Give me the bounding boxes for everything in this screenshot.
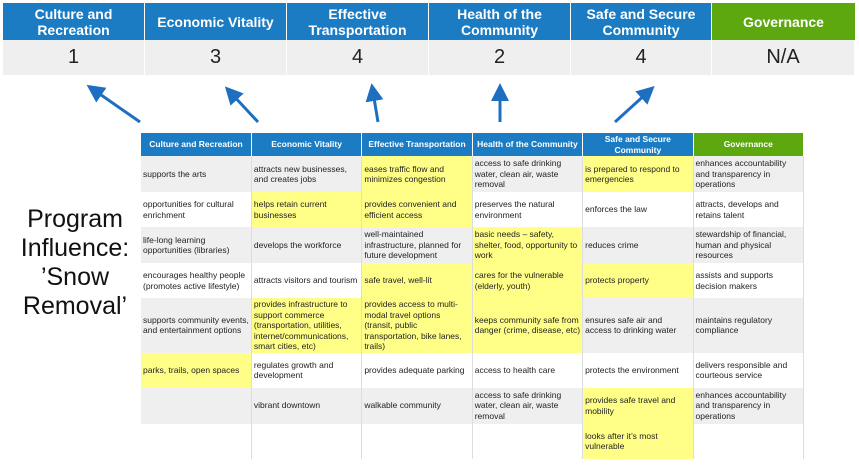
category-score: 2 bbox=[429, 40, 571, 75]
column-header: Culture and Recreation bbox=[141, 133, 252, 156]
outcomes-table: Culture and Recreation Economic Vitality E… bbox=[141, 133, 805, 459]
table-cell: reduces crime bbox=[582, 227, 694, 263]
table-cell: attracts new businesses, and creates job… bbox=[251, 156, 363, 192]
table-cell: access to health care bbox=[472, 352, 584, 388]
arrow-icon bbox=[613, 85, 655, 124]
table-cell: enforces the law bbox=[582, 192, 694, 227]
table-cell: looks after it’s most vulnerable bbox=[582, 423, 694, 459]
arrow-icon bbox=[86, 84, 141, 124]
table-cell: vibrant downtown bbox=[251, 387, 363, 424]
table-cell: supports the arts bbox=[141, 156, 252, 192]
table-cell: parks, trails, open spaces bbox=[141, 352, 252, 388]
column-header: Governance bbox=[693, 133, 805, 156]
category-header: Economic Vitality bbox=[145, 3, 287, 40]
table-cell bbox=[361, 423, 473, 459]
table-row: supports the arts attracts new businesses… bbox=[141, 156, 805, 192]
program-influence-label: Program Influence: ’Snow Removal’ bbox=[20, 205, 130, 320]
table-row: encourages healthy people (promotes acti… bbox=[141, 263, 805, 298]
table-cell: assists and supports decision makers bbox=[693, 263, 805, 298]
category-score: 4 bbox=[571, 40, 712, 75]
table-cell: basic needs – safety, shelter, food, opp… bbox=[472, 227, 584, 263]
table-cell: regulates growth and development bbox=[251, 352, 363, 388]
table-cell: access to safe drinking water, clean air… bbox=[472, 387, 584, 424]
table-cell: eases traffic flow and minimizes congest… bbox=[361, 156, 473, 192]
table-cell: provides infrastructure to support comme… bbox=[251, 298, 363, 353]
category-score: 4 bbox=[287, 40, 429, 75]
table-cell: is prepared to respond to emergencies bbox=[582, 156, 694, 192]
table-row: life-long learning opportunities (librar… bbox=[141, 227, 805, 263]
table-cell: opportunities for cultural enrichment bbox=[141, 192, 252, 227]
table-cell bbox=[141, 423, 252, 459]
table-cell: provides safe travel and mobility bbox=[582, 387, 694, 424]
table-cell bbox=[141, 387, 252, 424]
arrow-icon bbox=[224, 86, 260, 124]
table-cell: ensures safe air and access to drinking … bbox=[582, 298, 694, 353]
table-row: looks after it’s most vulnerable bbox=[141, 423, 805, 459]
table-cell: attracts, develops and retains talent bbox=[693, 192, 805, 227]
table-cell bbox=[251, 423, 363, 459]
table-cell: walkable community bbox=[361, 387, 473, 424]
table-cell: preserves the natural environment bbox=[472, 192, 584, 227]
table-cell: maintains regulatory compliance bbox=[693, 298, 805, 353]
category-score: N/A bbox=[712, 40, 855, 75]
arrow-icon bbox=[365, 83, 384, 123]
table-cell: protects the environment bbox=[582, 352, 694, 388]
table-row: opportunities for cultural enrichment hel… bbox=[141, 192, 805, 227]
category-header: Culture and Recreation bbox=[3, 3, 145, 40]
table-cell: supports community events, and entertain… bbox=[141, 298, 252, 353]
table-cell: provides access to multi-modal travel op… bbox=[361, 298, 473, 353]
category-header: Health of the Community bbox=[429, 3, 571, 40]
table-cell: cares for the vulnerable (elderly, youth… bbox=[472, 263, 584, 298]
table-cell: develops the workforce bbox=[251, 227, 363, 263]
table-cell: life-long learning opportunities (librar… bbox=[141, 227, 252, 263]
category-score: 3 bbox=[145, 40, 287, 75]
table-cell: keeps community safe from danger (crime,… bbox=[472, 298, 584, 353]
table-cell: helps retain current businesses bbox=[251, 192, 363, 227]
table-cell bbox=[693, 423, 805, 459]
influence-arrows bbox=[86, 83, 655, 124]
column-header: Economic Vitality bbox=[251, 133, 363, 156]
table-cell: provides adequate parking bbox=[361, 352, 473, 388]
table-cell: enhances accountability and transparency… bbox=[693, 387, 805, 424]
table-row: parks, trails, open spaces regulates grow… bbox=[141, 352, 805, 388]
column-header: Health of the Community bbox=[472, 133, 584, 156]
category-header: Safe and Secure Community bbox=[571, 3, 712, 40]
table-cell: delivers responsible and courteous servi… bbox=[693, 352, 805, 388]
table-cell: attracts visitors and tourism bbox=[251, 263, 363, 298]
table-header-row: Culture and Recreation Economic Vitality E… bbox=[141, 133, 805, 156]
column-header: Safe and Secure Community bbox=[582, 133, 694, 156]
table-cell: safe travel, well-lit bbox=[361, 263, 473, 298]
table-row: supports community events, and entertain… bbox=[141, 298, 805, 353]
category-scoreboard: Culture and Recreation Economic Vitality E… bbox=[3, 3, 855, 75]
table-cell: enhances accountability and transparency… bbox=[693, 156, 805, 192]
category-header: Governance bbox=[712, 3, 855, 40]
table-cell: well-maintained infrastructure, planned … bbox=[361, 227, 473, 263]
table-cell: protects property bbox=[582, 263, 694, 298]
table-cell bbox=[472, 423, 584, 459]
table-cell: encourages healthy people (promotes acti… bbox=[141, 263, 252, 298]
table-row: vibrant downtown walkable community access… bbox=[141, 387, 805, 424]
column-header: Effective Transportation bbox=[361, 133, 473, 156]
table-cell: access to safe drinking water, clean air… bbox=[472, 156, 584, 192]
category-header: Effective Transportation bbox=[287, 3, 429, 40]
table-cell: provides convenient and efficient access bbox=[361, 192, 473, 227]
category-score: 1 bbox=[3, 40, 145, 75]
table-cell: stewardship of financial, human and phys… bbox=[693, 227, 805, 263]
